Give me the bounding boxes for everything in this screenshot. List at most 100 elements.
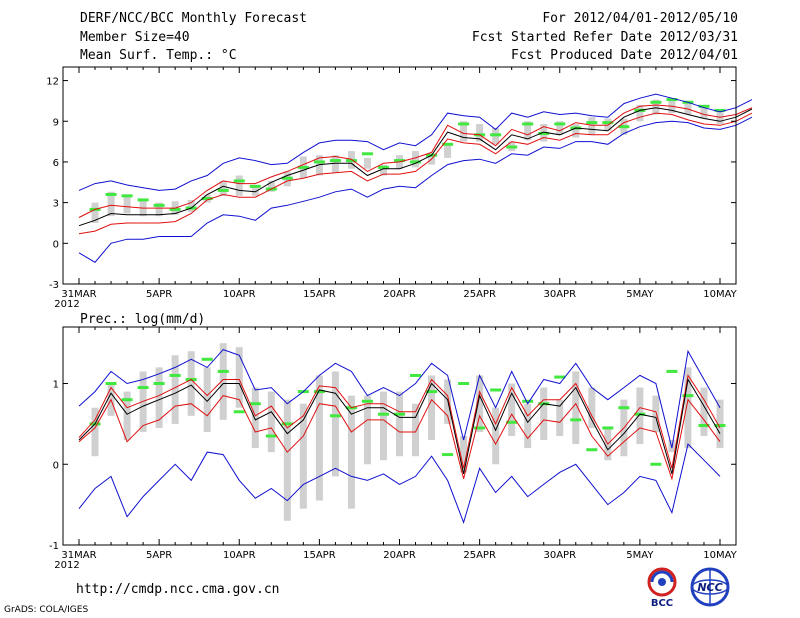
x-tick-label: 25APR: [463, 289, 496, 300]
year-label: 2012: [54, 299, 79, 310]
spread-box: [412, 151, 420, 168]
spread-box: [203, 367, 211, 432]
observation-marker: [377, 412, 389, 416]
observation-marker: [666, 98, 678, 102]
observation-marker: [554, 122, 566, 126]
spread-box: [588, 387, 596, 428]
y-tick-label: 6: [53, 158, 59, 169]
spread-box: [524, 121, 532, 141]
x-tick-label: 10APR: [223, 289, 256, 300]
x-tick-label: 20APR: [383, 289, 416, 300]
x-tick-label: 30APR: [543, 289, 576, 300]
series-lower: [78, 443, 721, 524]
logos: BCC NCC: [647, 567, 730, 609]
observation-marker: [650, 462, 662, 466]
spread-box: [299, 403, 307, 509]
spread-box: [219, 180, 227, 196]
spread-box: [91, 202, 99, 223]
x-tick-label: 5APR: [146, 289, 172, 300]
spread-box: [123, 194, 131, 214]
observation-marker: [554, 375, 566, 379]
series-upper-spread: [78, 374, 721, 469]
x-tick-label: 10MAY: [703, 550, 737, 561]
observation-marker: [121, 194, 133, 198]
x-tick-label: 15APR: [303, 550, 336, 561]
observation-marker: [570, 418, 582, 422]
spread-box: [267, 180, 275, 192]
year-label: 2012: [54, 560, 79, 571]
spread-box: [444, 145, 452, 158]
spread-box: [187, 351, 195, 416]
series-lower-spread: [78, 395, 721, 481]
x-tick-label: 20APR: [383, 550, 416, 561]
series-upper: [78, 349, 721, 449]
spread-box: [379, 391, 387, 461]
observation-marker: [602, 426, 614, 430]
spread-box: [716, 399, 724, 449]
spread-box: [396, 391, 403, 457]
observation-marker: [361, 399, 373, 403]
observation-marker: [394, 412, 405, 416]
observation-marker: [698, 424, 710, 428]
spread-box: [155, 202, 163, 217]
spread-box: [171, 355, 179, 424]
spread-box: [428, 375, 436, 441]
observation-marker: [233, 179, 245, 183]
observation-marker: [265, 434, 277, 438]
spread-box: [700, 107, 708, 119]
observation-marker: [410, 160, 422, 164]
observation-marker: [153, 203, 165, 207]
y-tick-label: 0: [53, 460, 59, 471]
series-upper: [78, 93, 753, 191]
observation-marker: [201, 197, 213, 201]
y-tick-label: 1: [53, 380, 59, 391]
spread-box: [235, 347, 243, 408]
spread-box: [107, 191, 115, 217]
observation-marker: [105, 192, 117, 196]
y-tick-label: 0: [53, 239, 59, 250]
observation-marker: [714, 424, 726, 428]
observation-marker: [410, 373, 422, 377]
member-size: Member Size=40: [80, 30, 190, 45]
x-tick-label: 10APR: [223, 550, 256, 561]
observation-marker: [361, 152, 373, 156]
series-lower-spread: [78, 112, 753, 235]
observation-marker: [153, 382, 165, 386]
x-tick-label: 30APR: [543, 550, 576, 561]
spread-box: [412, 403, 420, 457]
observation-marker: [394, 159, 405, 163]
spread-box: [540, 387, 548, 441]
spread-box: [460, 121, 468, 142]
observation-marker: [313, 160, 325, 164]
y-tick-label: 3: [53, 199, 59, 210]
spread-box: [492, 407, 500, 465]
observation-marker: [618, 406, 630, 410]
spread-box: [476, 123, 484, 142]
observation-marker: [586, 448, 598, 452]
observation-marker: [458, 382, 470, 386]
ncc-logo: NCC: [690, 567, 730, 607]
y-tick-label: 12: [46, 77, 59, 88]
y-tick-label: -1: [49, 541, 59, 552]
spread-box: [572, 371, 580, 445]
series-lower: [78, 116, 753, 263]
spread-box: [315, 375, 323, 501]
observation-marker: [698, 104, 710, 108]
spread-box: [187, 199, 195, 213]
spread-box: [700, 387, 708, 436]
spread-box: [604, 118, 612, 131]
spread-box: [347, 395, 355, 509]
temperature-panel: -3 0 3 6 9 12 31MAR 5APR 10APR 15APR 20APR 25APR 30A…: [46, 66, 753, 310]
forecast-produced-date: Fcst Produced Date 2012/04/01: [511, 48, 738, 63]
spread-box: [267, 391, 275, 453]
observation-marker: [682, 394, 694, 398]
temperature-variable-label: Mean Surf. Temp.: °C: [80, 48, 237, 63]
source-url[interactable]: http://cmdp.ncc.cma.gov.cn: [76, 582, 280, 597]
observation-marker: [121, 398, 133, 402]
x-tick-label: 25APR: [463, 550, 496, 561]
spread-box: [588, 117, 596, 135]
observation-marker: [297, 165, 309, 169]
observation-marker: [329, 159, 341, 163]
x-tick-label: 31MAR: [61, 289, 96, 300]
